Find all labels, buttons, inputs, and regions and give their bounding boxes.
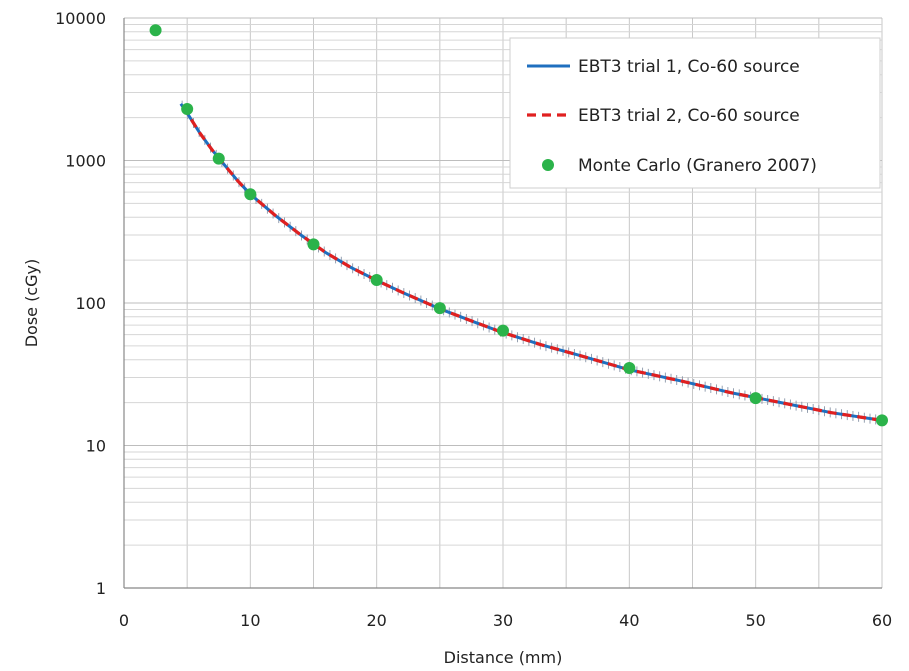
montecarlo-point — [370, 274, 383, 287]
montecarlo-point — [307, 238, 320, 251]
x-tick-label: 20 — [366, 611, 386, 630]
legend: EBT3 trial 1, Co-60 source EBT3 trial 2,… — [509, 37, 881, 189]
montecarlo-point — [749, 392, 762, 405]
axes — [123, 18, 882, 589]
legend-label-montecarlo: Monte Carlo (Granero 2007) — [578, 156, 817, 176]
x-tick-label: 40 — [619, 611, 639, 630]
montecarlo-point — [623, 361, 636, 374]
x-tick-label: 50 — [745, 611, 765, 630]
x-tick-label: 30 — [493, 611, 513, 630]
montecarlo-point — [149, 24, 162, 37]
y-tick-label: 10 — [86, 437, 106, 456]
y-tick-label: 100 — [75, 294, 106, 313]
x-tick-label: 60 — [872, 611, 892, 630]
x-tick-label: 10 — [240, 611, 260, 630]
x-axis-title: Distance (mm) — [444, 648, 563, 667]
legend-label-trial2: EBT3 trial 2, Co-60 source — [578, 106, 800, 126]
y-tick-label: 1000 — [65, 152, 106, 171]
montecarlo-point — [181, 102, 194, 115]
legend-box — [509, 37, 881, 189]
montecarlo-point — [433, 302, 446, 315]
x-tick-label: 0 — [119, 611, 129, 630]
series-layer — [149, 24, 888, 427]
montecarlo-point — [212, 152, 225, 165]
tick-labels: 0 10 20 30 40 50 60 1 10 100 1000 10000 — [55, 9, 892, 630]
y-tick-label: 10000 — [55, 9, 106, 28]
legend-swatch-montecarlo — [542, 159, 554, 171]
y-tick-label: 1 — [96, 579, 106, 598]
montecarlo-point — [497, 324, 509, 337]
legend-label-trial1: EBT3 trial 1, Co-60 source — [578, 57, 800, 77]
y-axis-title: Dose (cGy) — [22, 259, 41, 348]
montecarlo-point — [244, 188, 257, 201]
montecarlo-point — [876, 414, 888, 427]
series-line-trial2 — [183, 105, 883, 422]
